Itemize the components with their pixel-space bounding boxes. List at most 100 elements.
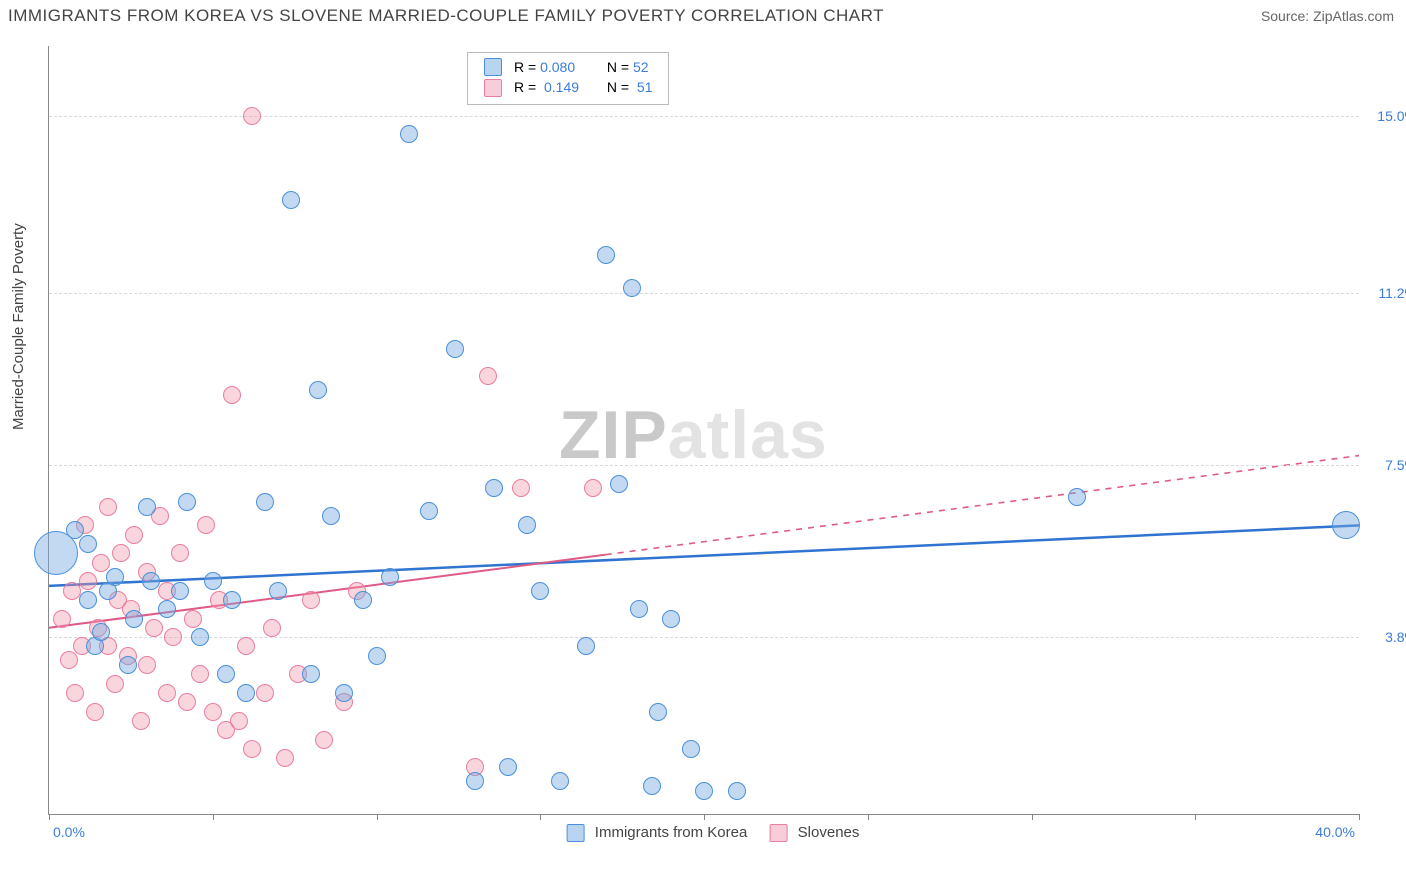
data-point-korea <box>256 493 274 511</box>
y-tick-label: 3.8% <box>1385 629 1406 645</box>
x-tick-mark <box>540 814 541 820</box>
x-tick-mark <box>704 814 705 820</box>
data-point-korea <box>695 782 713 800</box>
data-point-korea <box>682 740 700 758</box>
data-point-korea <box>577 637 595 655</box>
data-point-korea <box>191 628 209 646</box>
x-axis-min: 0.0% <box>53 824 85 840</box>
data-point-slovenes <box>315 731 333 749</box>
data-point-korea <box>282 191 300 209</box>
data-point-slovenes <box>223 386 241 404</box>
data-point-korea <box>92 623 110 641</box>
y-axis-label: Married-Couple Family Poverty <box>10 223 27 430</box>
data-point-slovenes <box>53 610 71 628</box>
data-point-korea <box>178 493 196 511</box>
data-point-slovenes <box>132 712 150 730</box>
data-point-slovenes <box>184 610 202 628</box>
data-point-korea <box>368 647 386 665</box>
data-point-slovenes <box>230 712 248 730</box>
y-tick-label: 11.2% <box>1378 285 1406 301</box>
data-point-korea <box>420 502 438 520</box>
data-point-korea <box>518 516 536 534</box>
data-point-korea <box>400 125 418 143</box>
legend-row-series-b: R = 0.149 N = 51 <box>478 77 658 97</box>
data-point-slovenes <box>66 684 84 702</box>
data-point-korea <box>597 246 615 264</box>
swatch-series-b-bottom <box>770 824 788 842</box>
swatch-series-a <box>484 58 502 76</box>
data-point-korea <box>649 703 667 721</box>
data-point-korea <box>1332 511 1360 539</box>
data-point-korea <box>79 535 97 553</box>
data-point-korea <box>485 479 503 497</box>
data-point-korea <box>643 777 661 795</box>
data-point-korea <box>335 684 353 702</box>
data-point-korea <box>204 572 222 590</box>
data-point-slovenes <box>145 619 163 637</box>
data-point-korea <box>309 381 327 399</box>
swatch-series-a-bottom <box>567 824 585 842</box>
data-point-korea <box>158 600 176 618</box>
data-point-korea <box>381 568 399 586</box>
legend-label-b: Slovenes <box>798 824 860 841</box>
data-point-korea <box>269 582 287 600</box>
data-point-slovenes <box>99 498 117 516</box>
data-point-slovenes <box>197 516 215 534</box>
x-axis-max: 40.0% <box>1315 824 1355 840</box>
data-point-korea <box>106 568 124 586</box>
data-point-korea <box>728 782 746 800</box>
data-point-slovenes <box>60 651 78 669</box>
data-point-korea <box>499 758 517 776</box>
chart-title: IMMIGRANTS FROM KOREA VS SLOVENE MARRIED… <box>8 6 884 26</box>
data-point-korea <box>446 340 464 358</box>
data-point-slovenes <box>86 703 104 721</box>
data-point-slovenes <box>302 591 320 609</box>
data-point-slovenes <box>158 684 176 702</box>
data-point-korea <box>1068 488 1086 506</box>
x-tick-mark <box>868 814 869 820</box>
x-tick-mark <box>377 814 378 820</box>
data-point-slovenes <box>138 656 156 674</box>
data-point-slovenes <box>112 544 130 562</box>
x-tick-mark <box>1195 814 1196 820</box>
data-point-slovenes <box>191 665 209 683</box>
source-credit: Source: ZipAtlas.com <box>1261 8 1394 24</box>
data-point-korea <box>302 665 320 683</box>
data-point-korea <box>662 610 680 628</box>
x-tick-mark <box>213 814 214 820</box>
data-point-slovenes <box>512 479 530 497</box>
data-point-korea <box>171 582 189 600</box>
swatch-series-b <box>484 79 502 97</box>
data-point-slovenes <box>178 693 196 711</box>
data-point-slovenes <box>256 684 274 702</box>
data-point-korea <box>125 610 143 628</box>
bottom-legend: Immigrants from Korea Slovenes <box>549 824 860 842</box>
watermark: ZIPatlas <box>559 396 828 474</box>
data-point-slovenes <box>243 740 261 758</box>
data-point-korea <box>119 656 137 674</box>
gridline <box>49 293 1359 294</box>
data-point-slovenes <box>125 526 143 544</box>
legend-row-series-a: R = 0.080 N = 52 <box>478 57 658 77</box>
data-point-korea <box>138 498 156 516</box>
data-point-slovenes <box>164 628 182 646</box>
data-point-korea <box>531 582 549 600</box>
gridline <box>49 465 1359 466</box>
x-tick-mark <box>1032 814 1033 820</box>
data-point-slovenes <box>204 703 222 721</box>
data-point-slovenes <box>243 107 261 125</box>
data-point-korea <box>466 772 484 790</box>
data-point-korea <box>217 665 235 683</box>
data-point-korea <box>322 507 340 525</box>
data-point-slovenes <box>63 582 81 600</box>
data-point-korea <box>142 572 160 590</box>
data-point-slovenes <box>79 572 97 590</box>
data-point-korea <box>551 772 569 790</box>
data-point-korea <box>623 279 641 297</box>
data-point-korea <box>630 600 648 618</box>
data-point-slovenes <box>237 637 255 655</box>
y-tick-label: 7.5% <box>1385 457 1406 473</box>
legend-label-a: Immigrants from Korea <box>595 824 748 841</box>
data-point-korea <box>223 591 241 609</box>
data-point-korea <box>79 591 97 609</box>
